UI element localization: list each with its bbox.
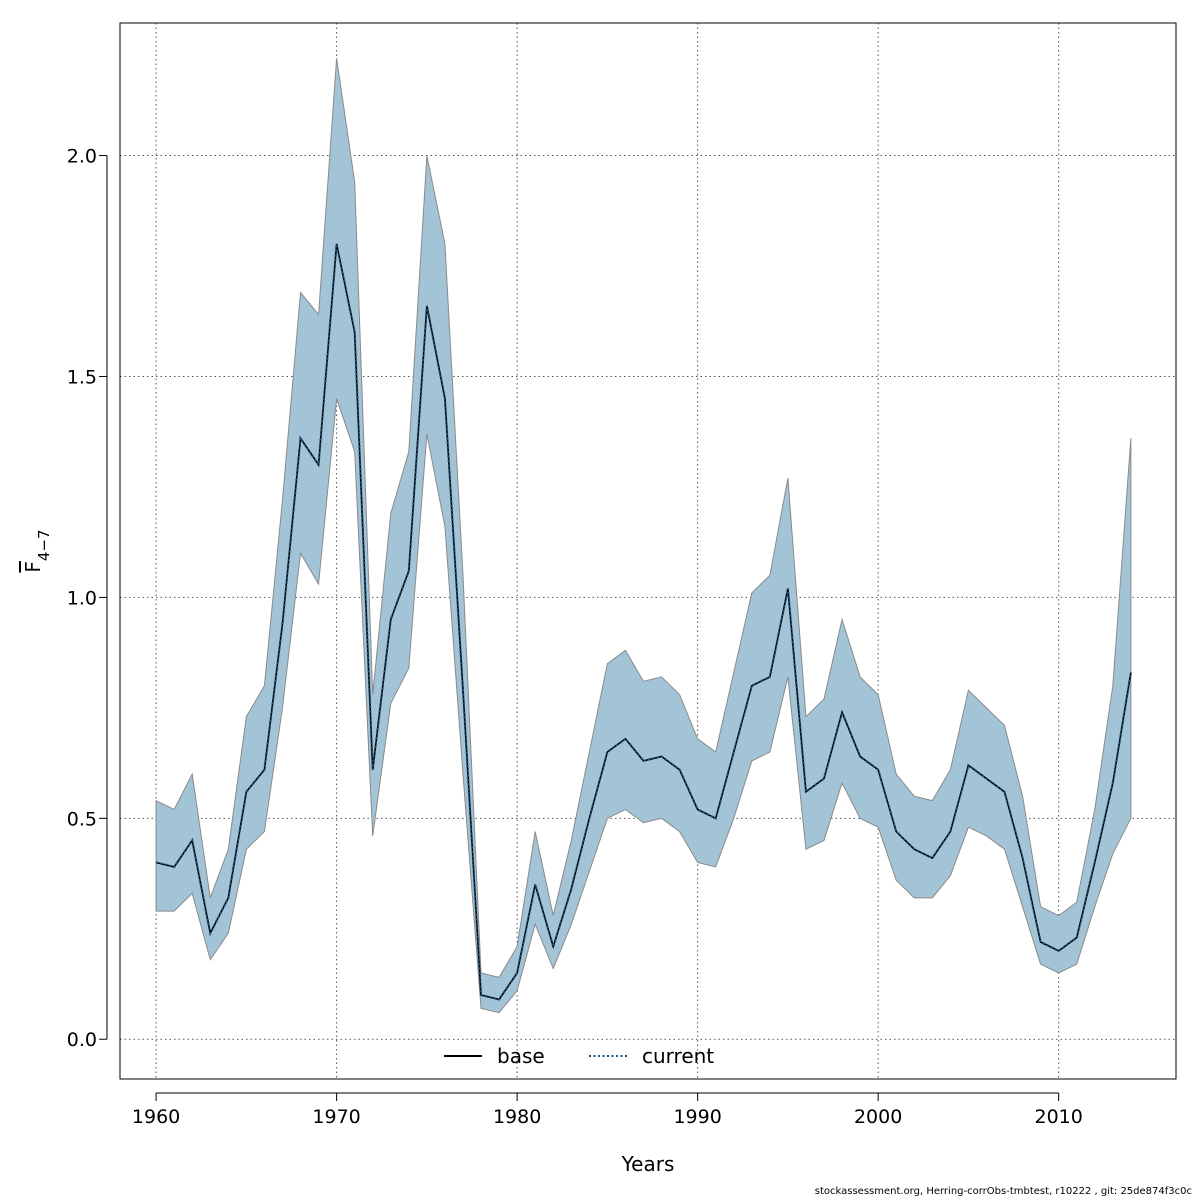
legend-label-base: base (497, 1044, 545, 1068)
x-tick-label: 1980 (493, 1106, 541, 1128)
series-line-current (155, 243, 1132, 1001)
legend-label-current: current (642, 1044, 714, 1068)
footer-credit: stockassessment.org, Herring-corrObs-tmb… (814, 1186, 1192, 1197)
axes: 1960 1970 1980 1990 2000 2010 0.0 0.5 1.0 1.5 2.0 (67, 146, 1083, 1128)
y-tick-label: 1.5 (67, 366, 97, 388)
series-lines (155, 243, 1132, 1001)
x-tick-label: 1960 (132, 1106, 180, 1128)
x-tick-label: 1990 (673, 1106, 721, 1128)
x-axis-label: Years (621, 1152, 675, 1176)
plot-frame (119, 22, 1177, 1080)
legend: base current (444, 1044, 714, 1068)
y-tick-label: 1.0 (67, 587, 97, 609)
y-axis-label-main: F (21, 561, 45, 573)
confidence-band-group (155, 58, 1132, 1014)
x-tick-label: 2010 (1034, 1106, 1082, 1128)
y-axis-label-sub: 4−7 (35, 529, 53, 561)
x-tick-label: 1970 (312, 1106, 360, 1128)
y-tick-label: 0.0 (67, 1029, 97, 1051)
confidence-band (155, 58, 1132, 1014)
x-tick-label: 2000 (854, 1106, 902, 1128)
y-axis-label: F4−7 (21, 529, 53, 572)
y-tick-label: 0.5 (67, 808, 97, 830)
y-tick-label: 2.0 (67, 146, 97, 168)
svg-text:F4−7: F4−7 (21, 529, 53, 572)
